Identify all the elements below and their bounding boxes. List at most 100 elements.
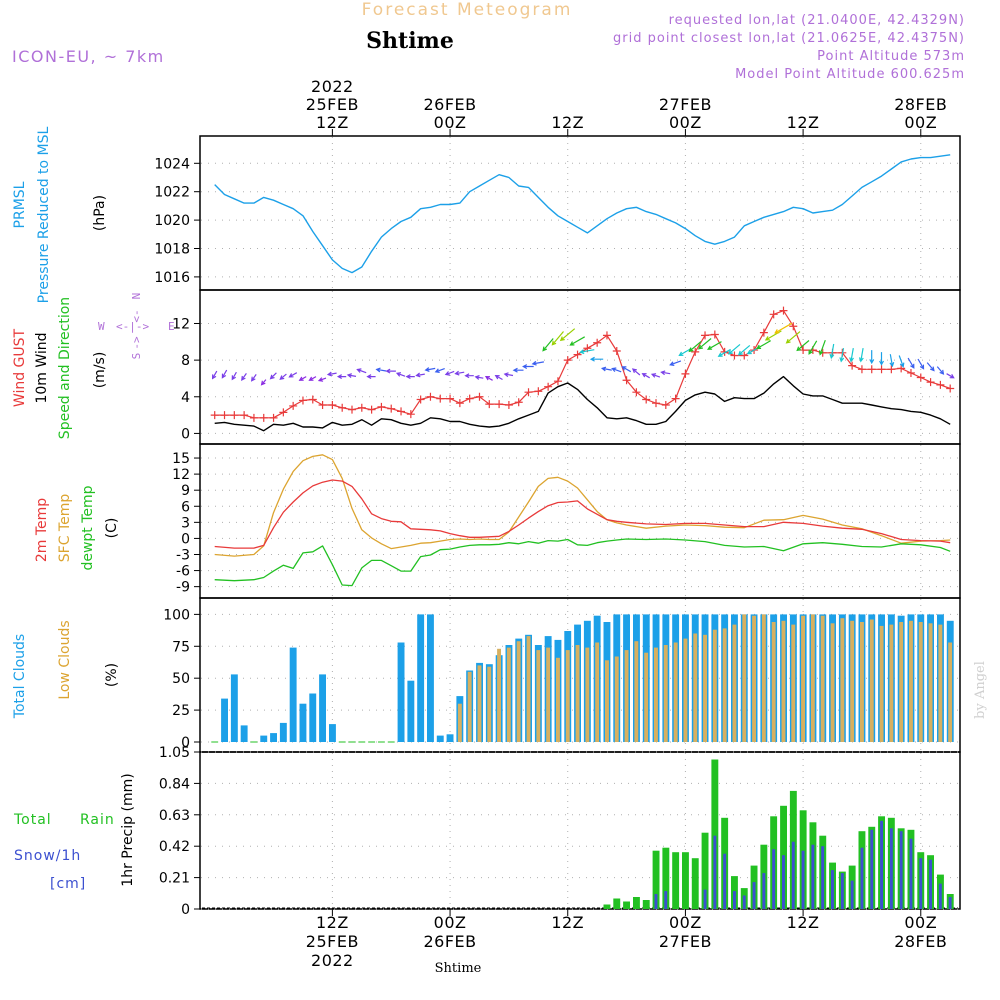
gust-marker [230, 411, 239, 420]
snow-bar [791, 841, 795, 909]
gust-marker [544, 382, 553, 391]
total-cloud-bar [289, 647, 297, 742]
low-cloud-bar [487, 666, 492, 742]
y-tick-label: 0.63 [159, 808, 190, 824]
snow-bar [811, 844, 815, 909]
gust-marker [269, 413, 278, 422]
low-cloud-bar [565, 650, 570, 742]
gust-marker [652, 399, 660, 408]
x-tick-label-bottom: 00Z [434, 913, 467, 932]
wind-direction-arrow [650, 373, 661, 378]
x-tick-label-bottom: 00Z [904, 913, 937, 932]
snow-bar [850, 880, 854, 909]
gust-marker [622, 376, 631, 385]
gust-marker [593, 338, 602, 347]
wind-direction-arrow [260, 379, 267, 386]
low-cloud-bar [595, 642, 600, 742]
wind-direction-arrow [579, 349, 595, 355]
wind-direction-arrow [678, 347, 692, 357]
prmsl-label: PRMSL [12, 181, 28, 228]
low-cloud-bar [467, 671, 472, 742]
x-year-label-top: 2022 [311, 77, 354, 96]
snow-bar [929, 859, 932, 909]
snow-bar [840, 873, 844, 909]
wind-labels: Wind GUST 10m Wind Speed and Direction (… [12, 293, 175, 440]
snow-bar [909, 838, 913, 909]
wind-direction-arrow [317, 377, 327, 382]
low-cloud-bar [712, 629, 717, 742]
wind-direction-arrow [444, 370, 455, 376]
wind-direction-arrow [484, 375, 493, 381]
total-cloud-bar [279, 722, 287, 742]
wind-direction-arrow [849, 347, 854, 363]
wind-direction-arrow [415, 372, 425, 378]
wind-direction-arrow [512, 367, 524, 373]
wind-direction-arrow [559, 328, 576, 342]
wind-direction-arrow [946, 373, 955, 379]
x-tick-label-top: 00Z [669, 113, 702, 132]
gust-marker [397, 407, 406, 416]
x-date-label-bottom: 28FEB [894, 932, 947, 951]
low-cloud-bar [634, 641, 639, 742]
wind-direction-arrow [727, 343, 741, 355]
gust-marker [642, 395, 651, 404]
gust-marker [867, 365, 876, 374]
location-title: Shtime [366, 28, 454, 54]
data-layer [202, 154, 958, 909]
snow-bar [733, 891, 736, 909]
snow-bar [880, 820, 883, 909]
requested-coords: requested lon,lat (21.0400E, 42.4329N) [669, 13, 965, 28]
total-cloud-bar [309, 693, 317, 742]
low-cloud-bar [830, 623, 835, 742]
gust-marker [485, 400, 494, 409]
y-tick-label: 9 [181, 483, 190, 499]
wind-direction-arrow [454, 370, 465, 376]
t2m-label: 2m Temp [34, 498, 50, 562]
wind-direction-arrow [858, 347, 864, 363]
x-tick-label-top: 00Z [904, 113, 937, 132]
wind-direction-arrow [818, 339, 826, 356]
low-cloud-bar [860, 622, 864, 742]
wind-direction-arrow [898, 355, 905, 368]
snow-label: Snow/1h [14, 848, 81, 864]
total-clouds-label: Total Clouds [12, 634, 28, 719]
snow-bar [821, 846, 825, 909]
low-cloud-bar [899, 622, 904, 742]
snow-bar [889, 828, 893, 909]
wind-direction-arrow [669, 360, 682, 366]
snow-bar [664, 891, 668, 909]
wind-speed-line [214, 375, 951, 432]
pressure-line [214, 154, 951, 274]
grid-layer [201, 137, 959, 910]
gust-marker [926, 378, 935, 387]
gust-marker [446, 394, 455, 403]
wind-direction-arrow [474, 375, 484, 380]
wind-direction-arrow [279, 373, 287, 381]
total-cloud-bar [240, 725, 248, 742]
gust-marker [210, 411, 219, 420]
compass-e: E [168, 320, 175, 333]
wind-direction-arrow [660, 370, 671, 376]
gust-marker [308, 395, 317, 404]
snow-bar [870, 829, 874, 909]
gust-marker [701, 331, 710, 340]
low-cloud-bar [605, 660, 609, 742]
gridpoint-coords: grid point closest lon,lat (21.0625E, 42… [613, 31, 965, 46]
wind-direction-arrow [298, 376, 307, 381]
y-tick-label: 0 [181, 902, 190, 918]
model-label: ICON-EU, ~ 7km [12, 47, 165, 66]
y-tick-label: 1024 [154, 156, 190, 172]
y-tick-label: 1.05 [159, 745, 190, 761]
wind-direction-arrow [551, 331, 564, 346]
wind-direction-arrow [531, 360, 545, 366]
snow-bar [752, 882, 756, 909]
low-cloud-bar [703, 634, 707, 742]
gust-marker [848, 361, 857, 370]
sfc-temp-line [214, 454, 951, 557]
rain-bar [603, 904, 611, 909]
gust-marker [367, 405, 376, 414]
compass-s: S [130, 353, 143, 360]
wind-panel [199, 289, 961, 445]
gust-marker [279, 408, 288, 417]
wind-direction-arrow [631, 368, 641, 376]
